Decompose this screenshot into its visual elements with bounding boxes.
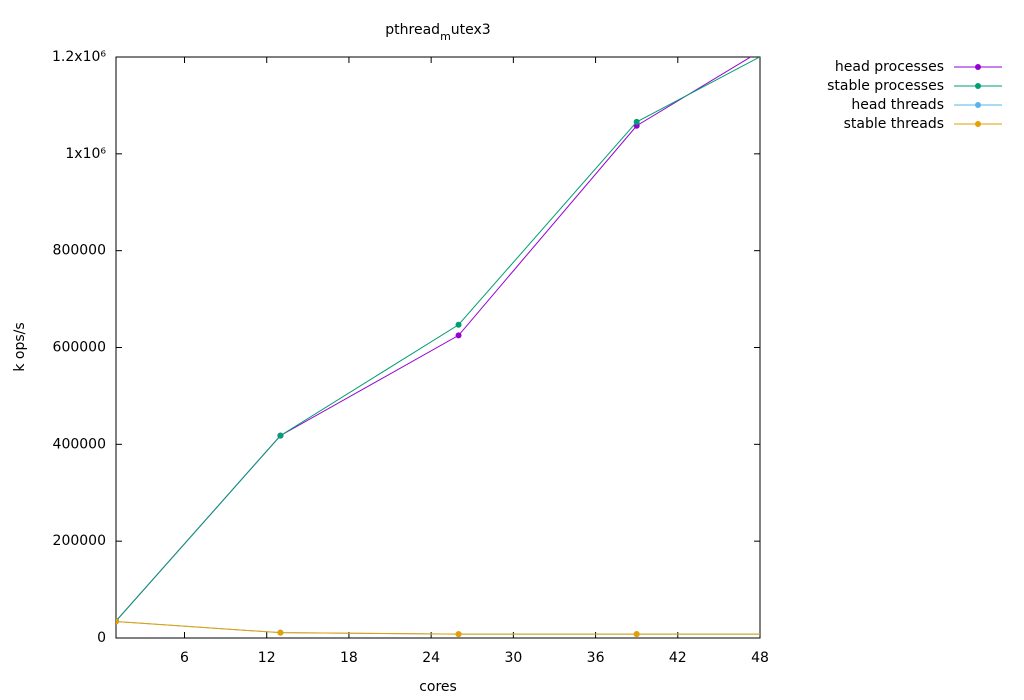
series-line [116,57,760,622]
data-point [277,432,284,439]
series-line [116,621,760,635]
y-axis-label: k ops/s [12,322,28,371]
data-point [455,321,462,328]
data-point [633,631,640,638]
y-tick-label: 1x10⁶ [65,146,106,162]
data-point [455,332,462,339]
data-point [633,118,640,125]
x-tick-label: 24 [422,650,440,666]
x-tick-label: 42 [669,650,687,666]
legend-marker [975,64,981,70]
data-point [116,618,119,625]
title-part: utex3 [451,22,491,38]
y-tick-label: 0 [97,630,106,646]
y-tick-label: 200000 [53,533,106,549]
x-tick-label: 30 [504,650,522,666]
title-part: pthread [385,22,440,38]
series-line [116,621,760,635]
x-tick-label: 18 [340,650,358,666]
y-tick-label: 1.2x10⁶ [52,49,106,65]
data-point [455,631,462,638]
data-point [277,629,284,636]
chart-title: pthreadmutex3 [385,22,490,43]
y-tick-label: 600000 [53,340,106,356]
legend-label: head processes [835,59,944,75]
x-tick-label: 36 [587,650,605,666]
legend-label: stable processes [827,78,944,94]
data-point [812,631,818,637]
legend-label: head threads [851,97,944,113]
y-tick-label: 800000 [53,243,106,259]
data-point [812,631,818,637]
legend-marker [975,83,981,89]
legend-marker [975,102,981,108]
legend-marker [975,121,981,127]
plot-area [116,15,818,638]
x-tick-label: 12 [258,650,276,666]
series-line [116,57,752,622]
legend-label: stable threads [844,116,944,132]
x-tick-label: 6 [180,650,189,666]
x-axis-label: cores [419,679,457,695]
x-tick-label: 48 [751,650,769,666]
y-tick-label: 400000 [53,436,106,452]
data-point [812,25,818,31]
title-part: m [440,30,451,43]
data-point [812,15,818,21]
